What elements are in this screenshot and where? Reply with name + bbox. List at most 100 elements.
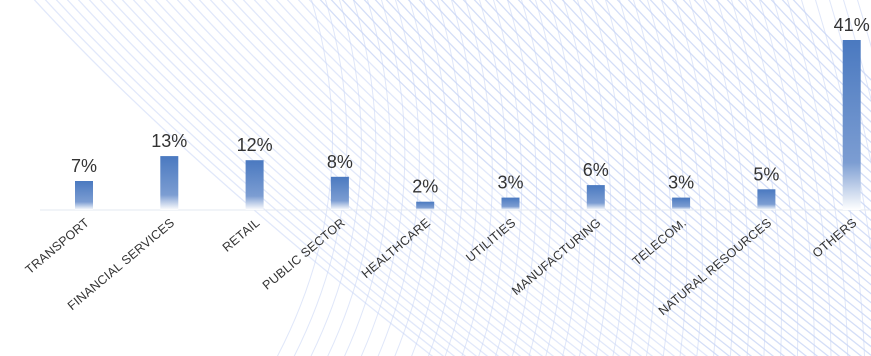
background-wave-line [327, 0, 377, 356]
background-wave-line [550, 0, 871, 295]
background-wave-line [319, 0, 720, 356]
background-wave-line [590, 0, 627, 356]
background-wave-line [385, 0, 786, 356]
background-wave-line [660, 0, 703, 356]
background-wave-line [360, 0, 406, 356]
background-wave-line [786, 0, 849, 356]
background-wave-pattern [33, 0, 871, 356]
background-wave-line [758, 0, 815, 356]
background-wave-line [110, 0, 511, 356]
category-tick-label: PUBLIC SECTOR [260, 216, 348, 293]
background-wave-line [451, 0, 852, 356]
background-wave-line [440, 0, 841, 356]
background-wave-line [143, 0, 544, 356]
bar-manufacturing [586, 185, 605, 210]
background-wave-line [583, 0, 871, 268]
background-wave-line [693, 0, 871, 174]
background-wave-line [716, 0, 766, 356]
background-wave-line [310, 0, 362, 356]
value-label: 6% [583, 160, 609, 180]
background-wave-line [594, 0, 871, 259]
category-tick-label: TELECOM. [630, 216, 689, 269]
background-wave-line [702, 0, 750, 356]
background-wave-line [429, 0, 830, 356]
background-wave-line [343, 0, 391, 356]
background-wave-line [539, 0, 871, 304]
background-wave-line [411, 0, 449, 356]
background-wave-line [88, 0, 489, 356]
background-wave-line [297, 0, 698, 356]
value-label: 3% [668, 173, 694, 193]
value-labels: 7% 13% 12% 8% 2% 3% 6% 3% 5% 41% [71, 15, 870, 197]
bar-healthcare [416, 201, 435, 210]
background-wave-line [341, 0, 742, 356]
background-wave-line [33, 0, 434, 356]
background-wave-line [520, 0, 552, 356]
background-wave-line [748, 0, 871, 123]
background-wave-line [44, 0, 445, 356]
bar-retail [245, 160, 264, 210]
background-wave-line [726, 0, 871, 144]
background-wave-line [737, 0, 871, 134]
background-wave-line [688, 0, 735, 356]
background-wave-line [492, 0, 523, 356]
background-wave-line [473, 0, 871, 356]
background-wave-line [396, 0, 797, 356]
background-wave-line [461, 0, 493, 356]
bar-natural-resources [757, 189, 776, 210]
background-wave-line [132, 0, 533, 356]
background-wave-line [616, 0, 871, 240]
bar-utilities [501, 197, 520, 210]
background-wave-line [495, 0, 871, 339]
value-label: 13% [151, 131, 187, 151]
bar-others [842, 40, 861, 210]
background-wave-line [814, 0, 871, 254]
value-label: 5% [753, 164, 779, 184]
background-wave-line [176, 0, 577, 356]
background-wave-line [770, 0, 871, 102]
value-label: 41% [834, 15, 870, 35]
background-wave-line [730, 0, 782, 356]
background-wave-line [605, 0, 871, 250]
background-wave-line [352, 0, 753, 356]
background-wave-line [394, 0, 435, 356]
background-wave-line [99, 0, 500, 356]
background-wave-line [561, 0, 871, 286]
bar-financial-services [160, 156, 179, 210]
background-wave-line [781, 0, 871, 92]
background-wave-line [276, 0, 333, 356]
background-wave-line [638, 0, 871, 222]
background-wave-line [576, 0, 612, 356]
background-wave-line [363, 0, 764, 356]
value-label: 3% [497, 173, 523, 193]
background-wave-line [572, 0, 871, 277]
background-wave-line [534, 0, 567, 356]
background-wave-line [484, 0, 871, 348]
background-wave-line [632, 0, 673, 356]
category-tick-label: RETAIL [220, 216, 263, 255]
category-tick-label: TRANSPORT [23, 215, 92, 276]
background-wave-line [646, 0, 688, 356]
background-wave-line [187, 0, 588, 356]
background-wave-line [165, 0, 566, 356]
background-wave-line [444, 0, 479, 356]
background-wave-line [792, 0, 871, 81]
background-wave-line [674, 0, 719, 356]
category-tick-label: MANUFACTURING [509, 216, 604, 298]
background-wave-line [377, 0, 420, 356]
background-wave-line [772, 0, 832, 356]
value-label: 8% [327, 152, 353, 172]
background-wave-line [715, 0, 871, 154]
background-wave-line [517, 0, 871, 322]
value-label: 12% [237, 135, 273, 155]
background-wave-line [253, 0, 654, 356]
background-wave-line [649, 0, 871, 212]
bar-series [75, 40, 861, 210]
background-wave-line [604, 0, 642, 356]
background-wave-line [627, 0, 871, 231]
background-wave-line [528, 0, 871, 313]
background-wave-line [220, 0, 621, 356]
background-wave-line [744, 0, 799, 356]
